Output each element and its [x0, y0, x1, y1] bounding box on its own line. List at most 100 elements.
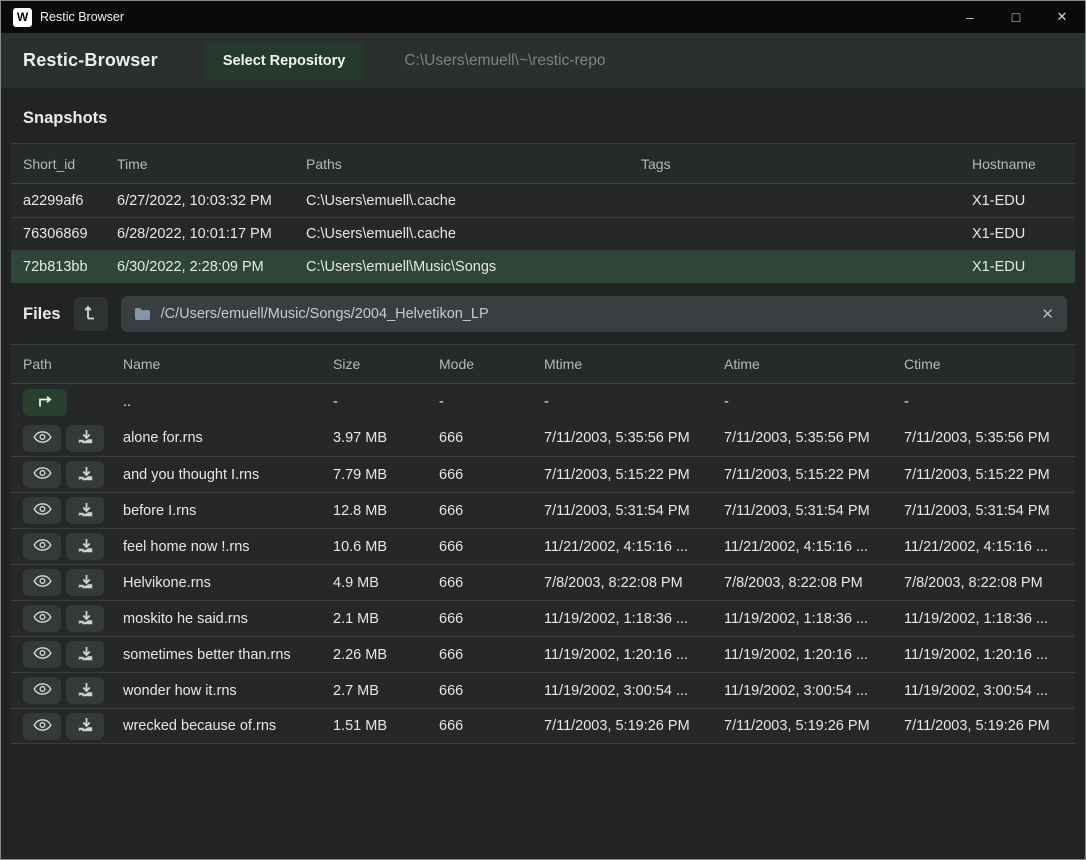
preview-file-button[interactable]	[23, 425, 61, 452]
go-to-parent-button[interactable]	[23, 389, 67, 416]
file-size: 7.79 MB	[333, 467, 439, 483]
file-size: 3.97 MB	[333, 430, 439, 446]
preview-file-button[interactable]	[23, 641, 61, 668]
window-title: Restic Browser	[40, 10, 124, 24]
maximize-button[interactable]: □	[993, 1, 1039, 33]
file-row: moskito he said.rns 2.1 MB 666 11/19/200…	[11, 600, 1075, 636]
file-mtime: 11/19/2002, 3:00:54 ...	[544, 683, 724, 699]
file-mtime: 11/21/2002, 4:15:16 ...	[544, 539, 724, 555]
col-mode: Mode	[439, 356, 544, 372]
download-file-button[interactable]	[66, 533, 104, 560]
snapshots-table-header: Short_id Time Paths Tags Hostname	[11, 143, 1075, 184]
col-mtime: Mtime	[544, 356, 724, 372]
file-ctime: 11/19/2002, 1:20:16 ...	[904, 647, 1063, 663]
current-path-input[interactable]: /C/Users/emuell/Music/Songs/2004_Helveti…	[121, 296, 1067, 332]
preview-file-button[interactable]	[23, 605, 61, 632]
eye-icon	[33, 646, 52, 663]
eye-icon	[33, 718, 52, 735]
download-file-button[interactable]	[66, 677, 104, 704]
col-short-id: Short_id	[23, 156, 117, 172]
col-path: Path	[23, 356, 123, 372]
file-ctime: 7/8/2003, 8:22:08 PM	[904, 575, 1063, 591]
file-row: alone for.rns 3.97 MB 666 7/11/2003, 5:3…	[11, 420, 1075, 456]
download-icon	[78, 574, 93, 592]
col-paths: Paths	[306, 156, 641, 172]
files-heading: Files	[23, 305, 61, 324]
file-row: sometimes better than.rns 2.26 MB 666 11…	[11, 636, 1075, 672]
snapshot-row[interactable]: a2299af6 6/27/2022, 10:03:32 PM C:\Users…	[11, 184, 1075, 217]
file-row: feel home now !.rns 10.6 MB 666 11/21/20…	[11, 528, 1075, 564]
snapshot-short-id: a2299af6	[23, 193, 117, 209]
file-name: moskito he said.rns	[123, 611, 333, 627]
folder-icon	[134, 307, 151, 321]
eye-icon	[33, 574, 52, 591]
eye-icon	[33, 502, 52, 519]
download-icon	[78, 466, 93, 484]
download-file-button[interactable]	[66, 605, 104, 632]
file-mode: 666	[439, 683, 544, 699]
snapshot-paths: C:\Users\emuell\.cache	[306, 193, 641, 209]
file-mode: 666	[439, 575, 544, 591]
file-atime: 11/19/2002, 3:00:54 ...	[724, 683, 904, 699]
download-icon	[78, 429, 93, 447]
download-icon	[78, 646, 93, 664]
app-logo-icon: W	[13, 8, 32, 27]
file-name: wrecked because of.rns	[123, 718, 333, 734]
preview-file-button[interactable]	[23, 533, 61, 560]
col-name: Name	[123, 356, 333, 372]
file-atime: 7/8/2003, 8:22:08 PM	[724, 575, 904, 591]
preview-file-button[interactable]	[23, 713, 61, 740]
col-ctime: Ctime	[904, 356, 1063, 372]
up-level-icon	[83, 304, 99, 324]
file-name: wonder how it.rns	[123, 683, 333, 699]
file-mtime: 11/19/2002, 1:18:36 ...	[544, 611, 724, 627]
download-file-button[interactable]	[66, 425, 104, 452]
snapshot-hostname: X1-EDU	[972, 226, 1063, 242]
page-title: Restic-Browser	[23, 50, 158, 71]
close-button[interactable]: ✕	[1039, 1, 1085, 33]
file-mtime: 7/11/2003, 5:19:26 PM	[544, 718, 724, 734]
file-size: 2.1 MB	[333, 611, 439, 627]
file-name: ..	[123, 394, 333, 410]
repository-path-text: C:\Users\emuell\~\restic-repo	[404, 52, 605, 70]
download-file-button[interactable]	[66, 461, 104, 488]
download-icon	[78, 538, 93, 556]
snapshot-row[interactable]: 76306869 6/28/2022, 10:01:17 PM C:\Users…	[11, 217, 1075, 250]
snapshots-table: Short_id Time Paths Tags Hostname a2299a…	[11, 143, 1075, 283]
parent-directory-row: .. - - - - -	[11, 384, 1075, 420]
file-atime: -	[724, 394, 904, 410]
download-file-button[interactable]	[66, 569, 104, 596]
select-repository-button[interactable]: Select Repository	[204, 42, 365, 80]
snapshot-paths: C:\Users\emuell\.cache	[306, 226, 641, 242]
preview-file-button[interactable]	[23, 461, 61, 488]
current-path-value: /C/Users/emuell/Music/Songs/2004_Helveti…	[161, 306, 1032, 322]
clear-path-icon[interactable]: ✕	[1041, 305, 1054, 323]
preview-file-button[interactable]	[23, 569, 61, 596]
snapshot-paths: C:\Users\emuell\Music\Songs	[306, 259, 641, 275]
preview-file-button[interactable]	[23, 497, 61, 524]
snapshot-short-id: 76306869	[23, 226, 117, 242]
files-bar: Files /C/Users/emuell/Music/Songs/2004_H…	[1, 283, 1085, 344]
file-size: -	[333, 394, 439, 410]
file-row: wrecked because of.rns 1.51 MB 666 7/11/…	[11, 708, 1075, 744]
go-up-level-button[interactable]	[74, 297, 108, 331]
snapshot-time: 6/27/2022, 10:03:32 PM	[117, 193, 306, 209]
download-file-button[interactable]	[66, 497, 104, 524]
eye-icon	[33, 430, 52, 447]
eye-icon	[33, 610, 52, 627]
snapshot-row-selected[interactable]: 72b813bb 6/30/2022, 2:28:09 PM C:\Users\…	[11, 250, 1075, 283]
file-ctime: 11/19/2002, 1:18:36 ...	[904, 611, 1063, 627]
file-name: Helvikone.rns	[123, 575, 333, 591]
preview-file-button[interactable]	[23, 677, 61, 704]
minimize-button[interactable]: –	[947, 1, 993, 33]
snapshot-time: 6/30/2022, 2:28:09 PM	[117, 259, 306, 275]
file-mode: 666	[439, 467, 544, 483]
download-file-button[interactable]	[66, 713, 104, 740]
file-atime: 7/11/2003, 5:31:54 PM	[724, 503, 904, 519]
file-size: 2.26 MB	[333, 647, 439, 663]
file-atime: 11/19/2002, 1:20:16 ...	[724, 647, 904, 663]
file-name: sometimes better than.rns	[123, 647, 333, 663]
download-file-button[interactable]	[66, 641, 104, 668]
window-controls: – □ ✕	[947, 1, 1085, 33]
file-atime: 7/11/2003, 5:35:56 PM	[724, 430, 904, 446]
